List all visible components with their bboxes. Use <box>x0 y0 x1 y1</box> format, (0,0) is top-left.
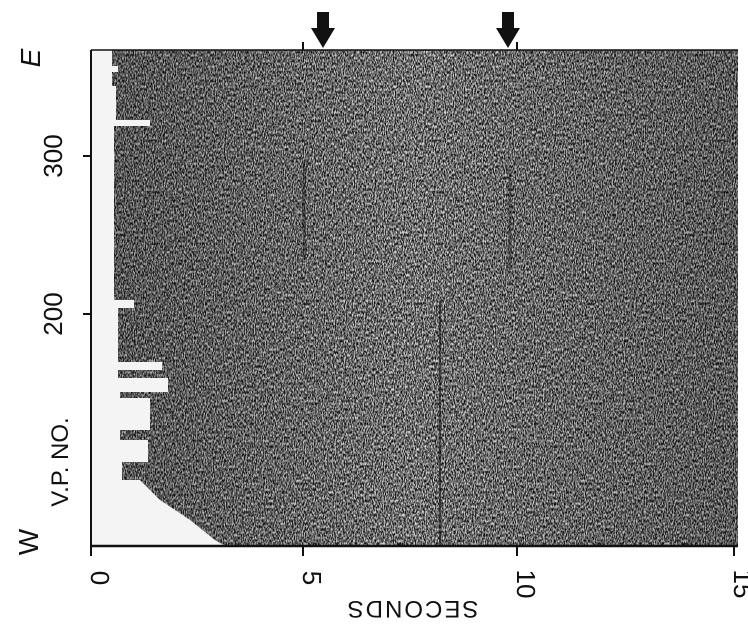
event-arrow-icon <box>311 12 335 48</box>
plot-frame <box>90 49 738 548</box>
vp-axis-title: V.P. NO. <box>47 417 74 506</box>
seconds-tick-label: 10 <box>511 570 541 599</box>
seconds-axis-ticks <box>90 42 735 556</box>
seconds-tick-label: 0 <box>85 571 115 585</box>
vp-axis-ticks <box>83 155 91 315</box>
seismic-record <box>91 50 738 546</box>
east-label: E <box>15 48 46 67</box>
vp-tick-label: 300 <box>38 134 68 177</box>
west-label: W <box>13 528 44 555</box>
seconds-tick-label: 15 <box>728 570 748 599</box>
seconds-tick-label: 5 <box>297 571 327 585</box>
muted-zone <box>91 50 225 546</box>
vp-tick-label: 200 <box>38 292 68 335</box>
seconds-axis-title: SECONDS <box>346 595 479 622</box>
event-arrow-icon <box>496 12 520 48</box>
